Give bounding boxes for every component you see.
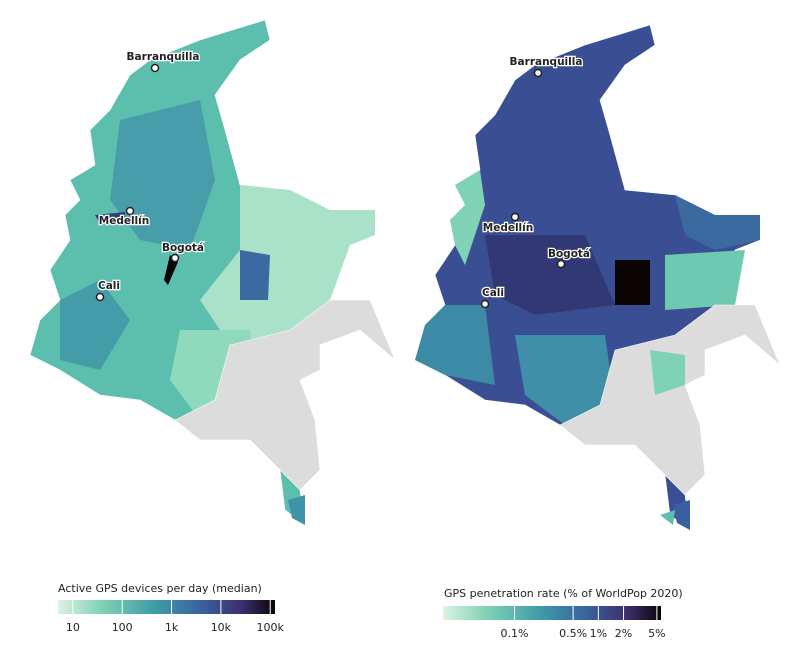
city-dot xyxy=(170,253,180,263)
city-dot xyxy=(556,259,566,269)
tick-label: 1% xyxy=(590,627,607,640)
tick-label: 10 xyxy=(66,621,80,634)
colorbar xyxy=(443,606,661,620)
city-label: Bogotá xyxy=(548,248,590,260)
map-devices xyxy=(29,19,396,526)
tick-label: 100 xyxy=(112,621,133,634)
city-dot xyxy=(533,68,543,78)
legend-title: Active GPS devices per day (median) xyxy=(58,582,262,595)
city-label: Medellín xyxy=(99,215,149,227)
city-label: Barranquilla xyxy=(510,56,583,68)
city-dot xyxy=(480,299,490,309)
tick-label: 100k xyxy=(257,621,285,634)
tick-label: 1k xyxy=(165,621,179,634)
city-dot xyxy=(150,63,160,73)
tick-label: 2% xyxy=(615,627,632,640)
tick-label: 0.5% xyxy=(559,627,587,640)
city-dot xyxy=(125,206,135,216)
legend-title: GPS penetration rate (% of WorldPop 2020… xyxy=(444,587,683,600)
map-penetration xyxy=(414,24,781,531)
tick-label: 0.1% xyxy=(501,627,529,640)
city-label: Barranquilla xyxy=(127,51,200,63)
city-dot xyxy=(95,292,105,302)
city-label: Cali xyxy=(98,280,120,292)
city-label: Cali xyxy=(482,287,504,299)
city-label: Medellín xyxy=(483,222,533,234)
colorbar xyxy=(58,600,275,614)
city-dot xyxy=(510,212,520,222)
tick-label: 5% xyxy=(648,627,665,640)
city-label: Bogotá xyxy=(162,242,204,254)
tick-label: 10k xyxy=(211,621,232,634)
